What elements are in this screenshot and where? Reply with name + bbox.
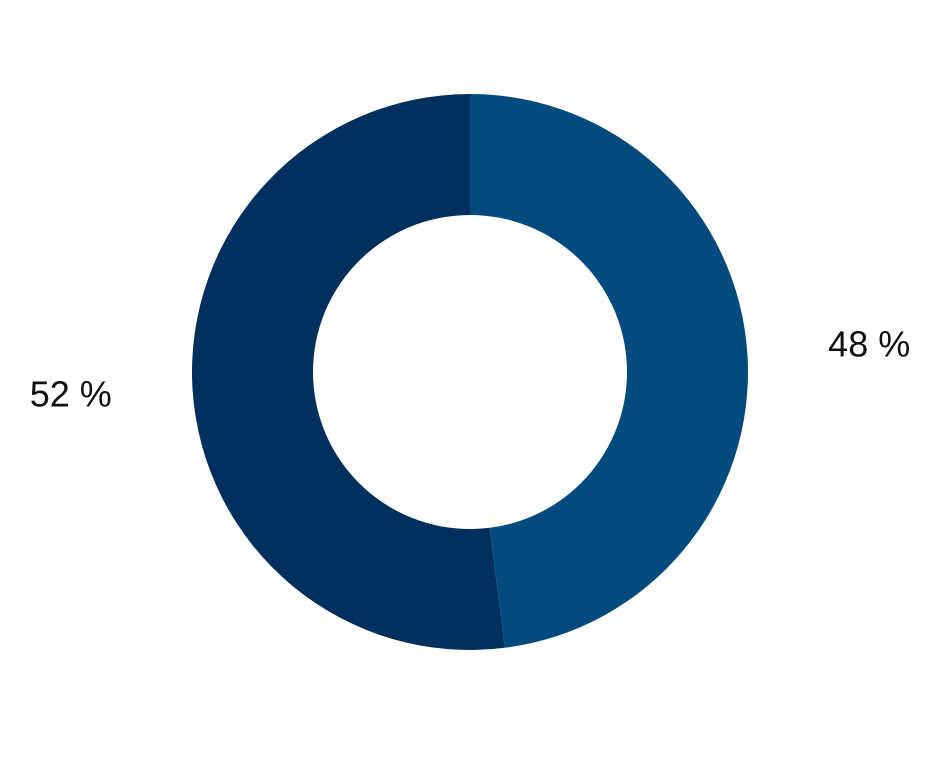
data-label: 48 %: [828, 323, 910, 364]
data-label: 52 %: [30, 374, 112, 415]
donut-segment: [470, 94, 748, 648]
donut-segment: [191, 94, 505, 650]
